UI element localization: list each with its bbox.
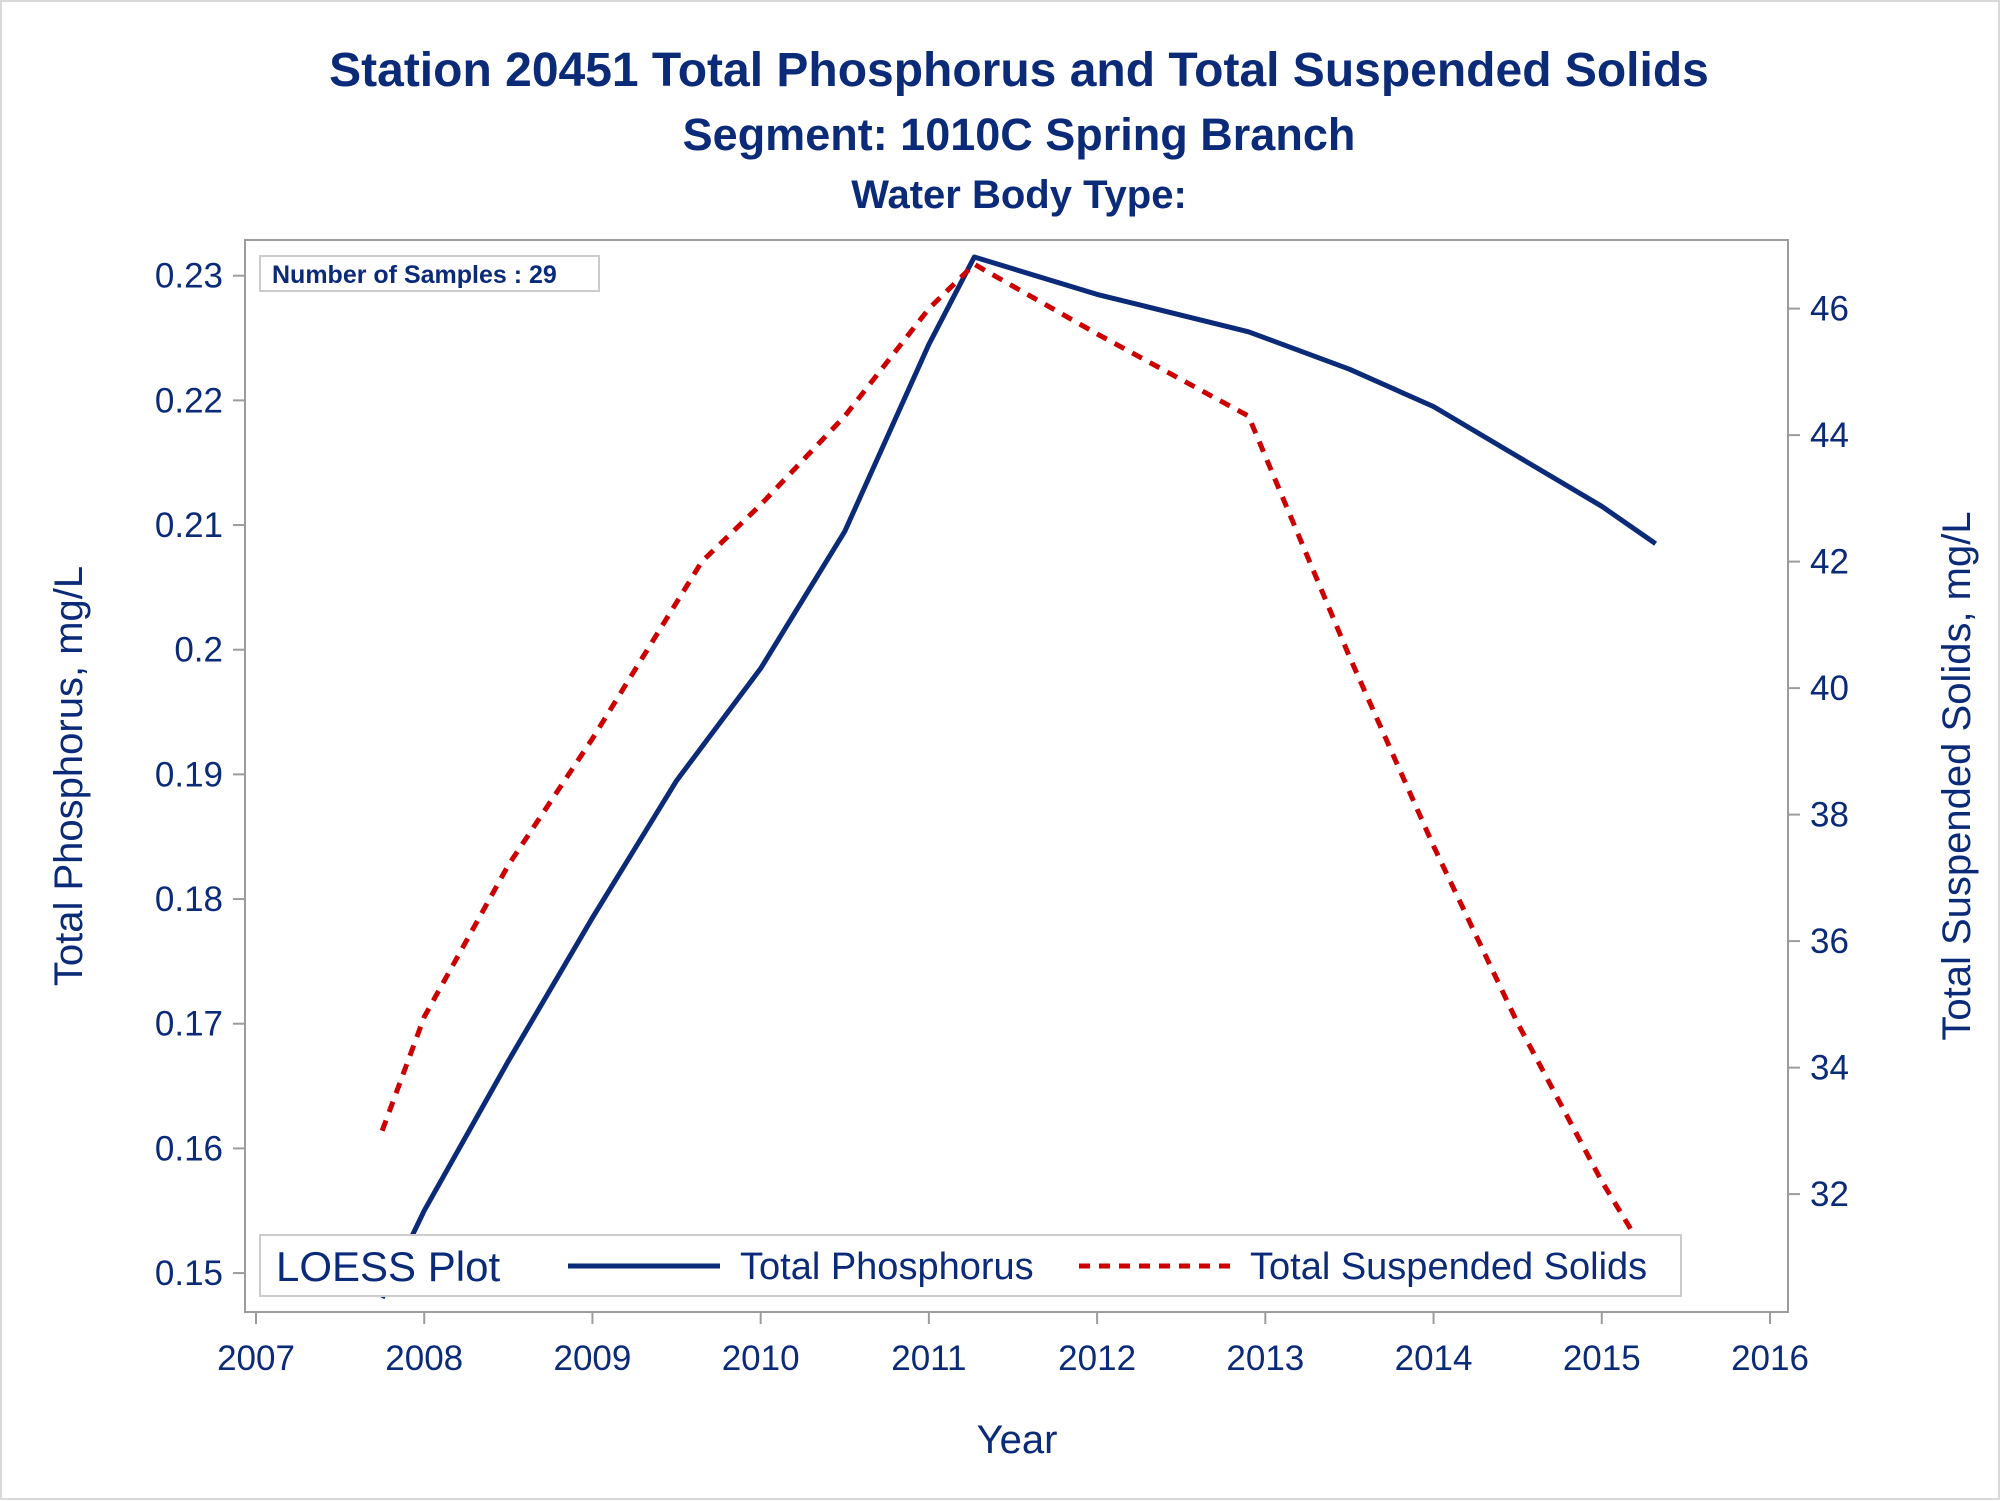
sample-count-label: Number of Samples : 29 — [272, 261, 557, 289]
x-axis-label: Year — [977, 1418, 1058, 1462]
y-left-tick-label: 0.19 — [155, 755, 223, 794]
legend-label-total-suspended-solids: Total Suspended Solids — [1250, 1246, 1647, 1288]
y-right-tick-label: 36 — [1810, 922, 1849, 961]
y-left-tick-label: 0.15 — [155, 1254, 223, 1293]
plot-area — [244, 239, 1789, 1313]
x-tick-label: 2014 — [1395, 1339, 1473, 1378]
x-tick-label: 2013 — [1226, 1339, 1304, 1378]
chart-title: Station 20451 Total Phosphorus and Total… — [329, 44, 1709, 97]
y-left-tick-label: 0.23 — [155, 257, 223, 296]
series-line-total-suspended-solids — [379, 261, 1658, 1272]
x-tick-label: 2007 — [217, 1339, 295, 1378]
y-right-tick-label: 38 — [1810, 796, 1849, 835]
y-axis-right: 32 34 36 38 40 42 44 46 — [1788, 290, 1849, 1214]
y-right-tick-label: 40 — [1810, 669, 1849, 708]
chart-subtitle-2: Water Body Type: — [851, 173, 1187, 217]
y-right-tick-label: 42 — [1810, 543, 1849, 582]
y-right-tick-label: 44 — [1810, 416, 1849, 455]
x-tick-label: 2012 — [1058, 1339, 1136, 1378]
y-right-tick-label: 34 — [1810, 1049, 1849, 1088]
y-left-tick-label: 0.17 — [155, 1005, 223, 1044]
x-tick-label: 2009 — [554, 1339, 632, 1378]
legend-box — [259, 1234, 1682, 1297]
y-left-tick-label: 0.18 — [155, 880, 223, 919]
x-tick-label: 2011 — [891, 1339, 966, 1378]
y-right-tick-label: 46 — [1810, 290, 1849, 329]
legend-title: LOESS Plot — [276, 1243, 500, 1290]
legend-label-total-phosphorus: Total Phosphorus — [740, 1246, 1034, 1288]
chart-subtitle: Segment: 1010C Spring Branch — [683, 109, 1356, 160]
y-axis-left-label: Total Phosphorus, mg/L — [47, 566, 91, 986]
x-tick-label: 2008 — [385, 1339, 463, 1378]
y-left-tick-label: 0.22 — [155, 381, 223, 420]
y-left-tick-label: 0.16 — [155, 1129, 223, 1168]
x-axis: 2007 2008 2009 2010 2011 2012 2013 2014 2015 2016 — [217, 1312, 1809, 1378]
y-left-tick-label: 0.21 — [155, 506, 223, 545]
y-axis-left: 0.15 0.16 0.17 0.18 0.19 0.2 0.21 0.22 0.23 — [155, 257, 245, 1293]
x-tick-label: 2016 — [1731, 1339, 1809, 1378]
y-right-tick-label: 32 — [1810, 1175, 1849, 1214]
x-tick-label: 2015 — [1563, 1339, 1641, 1378]
x-tick-label: 2010 — [722, 1339, 800, 1378]
series-line-total-phosphorus — [379, 254, 1658, 1300]
series-layer — [379, 254, 1658, 1300]
y-left-tick-label: 0.2 — [174, 631, 223, 670]
y-axis-right-label: Total Suspended Solids, mg/L — [1935, 511, 1979, 1040]
sample-count-box — [259, 255, 600, 292]
legend: LOESS Plot Total Phosphorus Total Suspen… — [259, 1234, 1682, 1297]
